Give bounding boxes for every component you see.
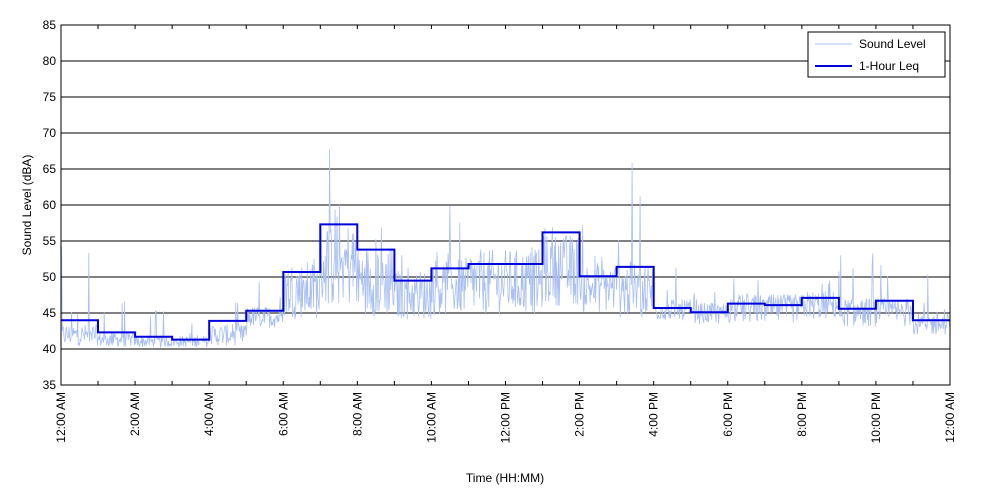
x-tick-label: 8:00 PM <box>795 392 809 437</box>
y-tick-label: 85 <box>43 18 57 32</box>
x-tick-label: 10:00 AM <box>424 392 438 443</box>
x-tick-label: 6:00 PM <box>721 392 735 437</box>
y-tick-label: 65 <box>43 162 57 176</box>
x-tick-label: 4:00 PM <box>647 392 661 437</box>
legend: Sound Level 1-Hour Leq <box>807 31 946 78</box>
legend-label-leq: 1-Hour Leq <box>859 59 919 73</box>
y-tick-label: 75 <box>43 90 57 104</box>
leq-step-line <box>61 223 950 341</box>
x-tick-label: 4:00 AM <box>202 392 216 436</box>
y-tick-label: 35 <box>43 378 57 392</box>
x-tick-label: 12:00 AM <box>943 392 957 443</box>
sound-level-series <box>60 149 951 349</box>
x-tick-label: 12:00 PM <box>499 392 513 443</box>
legend-box <box>807 31 946 78</box>
x-tick-label: 2:00 AM <box>128 392 142 436</box>
x-tick-label: 6:00 AM <box>276 392 290 436</box>
y-axis-ticks: 35 40 45 50 55 60 65 70 75 80 85 <box>43 18 950 392</box>
grid-lines <box>61 60 950 350</box>
y-tick-label: 50 <box>43 270 57 284</box>
x-axis-label: Time (HH:MM) <box>466 471 544 485</box>
y-axis-label: Sound Level (dBA) <box>20 155 34 256</box>
x-tick-label: 2:00 PM <box>573 392 587 437</box>
x-tick-label: 12:00 AM <box>54 392 68 443</box>
y-tick-label: 70 <box>43 126 57 140</box>
y-tick-label: 80 <box>43 54 57 68</box>
sound-level-line <box>60 149 951 349</box>
leq-series <box>61 223 950 341</box>
y-tick-label: 55 <box>43 234 57 248</box>
y-tick-label: 60 <box>43 198 57 212</box>
x-tick-label: 8:00 AM <box>350 392 364 436</box>
x-tick-label: 10:00 PM <box>869 392 883 443</box>
x-axis-ticks: 12:00 AM 2:00 AM 4:00 AM 6:00 AM 8:00 AM 10:0… <box>54 25 957 443</box>
y-tick-label: 40 <box>43 342 57 356</box>
legend-label-sound-level: Sound Level <box>859 37 926 51</box>
y-tick-label: 45 <box>43 306 57 320</box>
